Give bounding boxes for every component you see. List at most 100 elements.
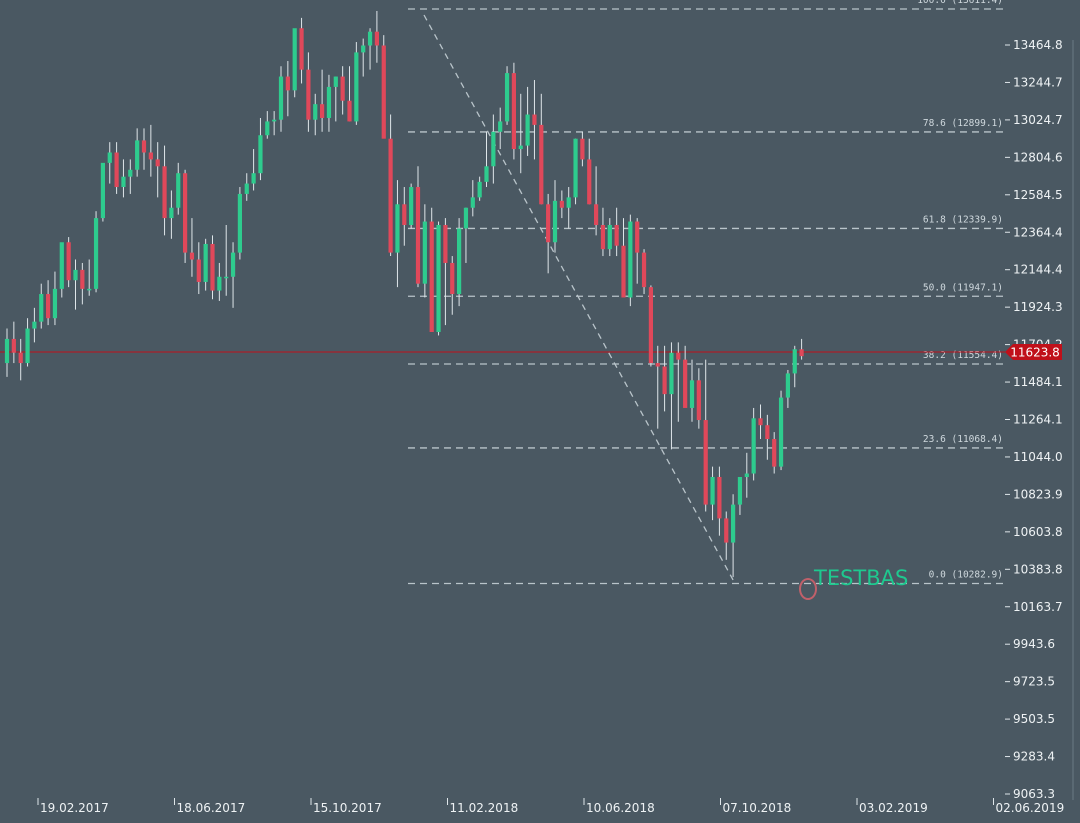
candle bbox=[361, 38, 366, 77]
candle-body-bull bbox=[422, 221, 427, 284]
candle bbox=[251, 149, 256, 191]
x-tick-label: 19.02.2017 bbox=[40, 801, 109, 815]
current-price-tag: 11623.8 bbox=[1005, 344, 1062, 361]
candle bbox=[299, 17, 304, 84]
y-tick-label: 9063.3 bbox=[1013, 787, 1055, 801]
candle bbox=[525, 86, 530, 156]
y-tick-label: 9503.5 bbox=[1013, 712, 1055, 726]
candle bbox=[655, 345, 660, 429]
candle bbox=[18, 338, 23, 381]
candle-body-bull bbox=[463, 207, 469, 229]
candle-body-bear bbox=[758, 418, 763, 426]
candle-body-bear bbox=[587, 159, 592, 205]
candle bbox=[114, 142, 119, 194]
candle-body-bull bbox=[169, 207, 174, 219]
candle bbox=[422, 204, 427, 298]
candle bbox=[100, 162, 105, 222]
candle bbox=[11, 321, 16, 364]
candle bbox=[320, 69, 325, 132]
candle bbox=[573, 138, 578, 205]
candle-body-bull bbox=[333, 76, 338, 87]
candle bbox=[313, 93, 318, 136]
candle bbox=[457, 218, 462, 307]
candle-body-bull bbox=[251, 173, 256, 184]
y-tick-label: 11924.3 bbox=[1013, 300, 1063, 314]
candle bbox=[230, 242, 236, 308]
candle bbox=[614, 207, 619, 257]
candle bbox=[594, 166, 599, 236]
y-tick-label: 13244.7 bbox=[1013, 75, 1063, 89]
candle bbox=[39, 283, 44, 329]
price-tag-label: 11623.8 bbox=[1010, 346, 1060, 360]
candle bbox=[778, 390, 784, 471]
y-tick-label: 12804.6 bbox=[1013, 150, 1063, 164]
candle bbox=[498, 107, 503, 150]
low-marker-circle bbox=[799, 578, 817, 600]
candle bbox=[80, 262, 85, 305]
x-tick-label: 15.10.2017 bbox=[313, 801, 382, 815]
candle bbox=[32, 307, 37, 343]
candle-body-bull bbox=[32, 321, 37, 329]
candle-body-bull bbox=[52, 288, 58, 319]
candle-body-bear bbox=[511, 73, 516, 150]
fib-level-label: 78.6 (12899.1) bbox=[923, 118, 1003, 129]
candle-body-bull bbox=[778, 397, 784, 467]
candle bbox=[587, 138, 592, 205]
candle bbox=[443, 218, 448, 326]
candle bbox=[552, 180, 558, 253]
candle bbox=[683, 345, 688, 408]
candle-body-bear bbox=[388, 138, 393, 253]
candle bbox=[66, 237, 71, 288]
y-tick-label: 12364.4 bbox=[1013, 225, 1063, 239]
y-tick-label: 10823.9 bbox=[1013, 487, 1063, 501]
candle bbox=[744, 452, 749, 498]
candle-body-bear bbox=[450, 262, 455, 295]
candle bbox=[237, 187, 242, 260]
y-tick-label: 12144.4 bbox=[1013, 263, 1063, 277]
candle bbox=[169, 190, 174, 239]
candle bbox=[224, 224, 229, 296]
candle bbox=[292, 28, 297, 98]
candle bbox=[183, 169, 188, 263]
fib-trendline bbox=[423, 14, 736, 584]
candle-body-bear bbox=[210, 243, 215, 291]
candle bbox=[135, 128, 140, 177]
candle-body-bear bbox=[600, 224, 606, 250]
candles bbox=[4, 10, 804, 578]
candle bbox=[217, 262, 222, 301]
candle bbox=[141, 128, 147, 170]
candle bbox=[689, 359, 695, 422]
candle bbox=[463, 207, 469, 263]
candle bbox=[306, 52, 311, 132]
candle bbox=[258, 117, 263, 181]
candle-body-bear bbox=[299, 28, 304, 70]
candle bbox=[546, 193, 551, 274]
candle-body-bull bbox=[361, 45, 366, 53]
candle-body-bull bbox=[484, 166, 489, 182]
candle bbox=[107, 142, 112, 184]
candle-body-bull bbox=[176, 173, 181, 208]
candle bbox=[662, 345, 667, 412]
candle bbox=[326, 74, 332, 132]
candle-body-bear bbox=[676, 352, 681, 360]
candle-body-bull bbox=[504, 73, 510, 122]
candle bbox=[347, 66, 352, 122]
candle bbox=[607, 218, 612, 257]
candle bbox=[566, 187, 571, 229]
x-tick-label: 11.02.2018 bbox=[450, 801, 519, 815]
candle-body-bull bbox=[628, 221, 633, 298]
candle bbox=[203, 238, 208, 291]
candle-body-bull bbox=[566, 197, 571, 208]
candle bbox=[669, 342, 674, 450]
y-tick-label: 11044.0 bbox=[1013, 450, 1063, 464]
candle bbox=[196, 242, 201, 295]
candle bbox=[244, 173, 249, 201]
candle-body-bear bbox=[18, 352, 23, 364]
candle bbox=[374, 10, 379, 63]
candle bbox=[724, 511, 729, 560]
candle-body-bull bbox=[258, 135, 263, 174]
y-tick-label: 11484.1 bbox=[1013, 375, 1063, 389]
candle bbox=[600, 207, 606, 257]
candle-body-bull bbox=[731, 504, 736, 543]
